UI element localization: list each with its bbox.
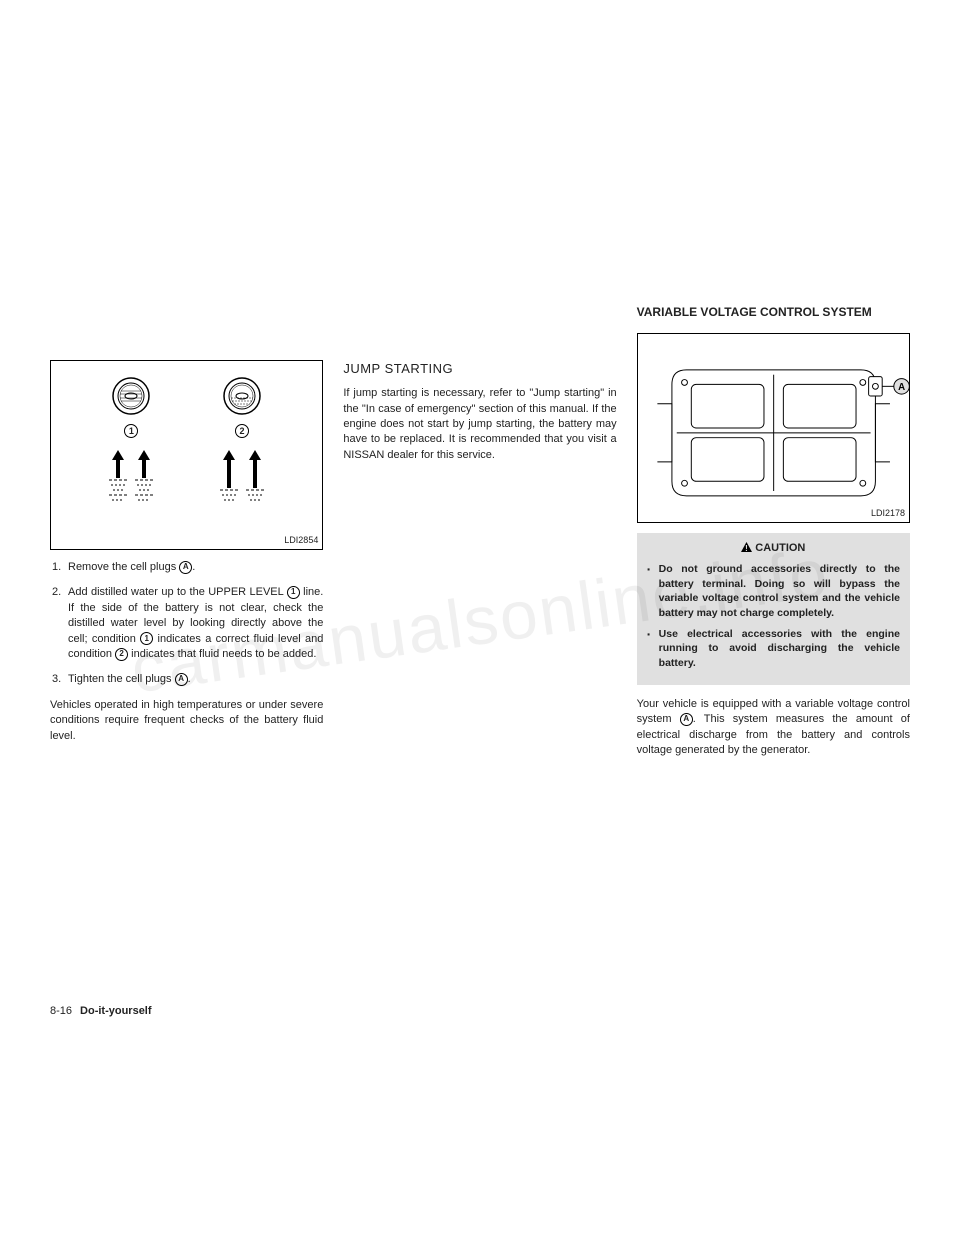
step-text: .: [192, 561, 195, 573]
badge-a: A: [179, 561, 192, 574]
engine-diagram-icon: A: [638, 334, 909, 522]
figure-battery-cells: 1 2: [50, 360, 323, 550]
section-header: VARIABLE VOLTAGE CONTROL SYSTEM: [637, 305, 910, 321]
badge-2: 2: [115, 648, 128, 661]
column-3: VARIABLE VOLTAGE CONTROL SYSTEM: [637, 305, 910, 768]
figure-badge-a: A: [898, 382, 905, 393]
figure-label: LDI2178: [871, 507, 905, 520]
steps-list: Remove the cell plugs A. Add distilled w…: [50, 560, 323, 688]
column-1: 1 2: [50, 360, 323, 823]
step-3: Tighten the cell plugs A.: [50, 672, 323, 687]
fig-label-2: 2: [235, 424, 249, 438]
arrow-icon: [246, 450, 264, 505]
step-text: Remove the cell plugs: [68, 561, 179, 573]
figure-label: LDI2854: [284, 534, 318, 547]
step-2: Add distilled water up to the UPPER LEVE…: [50, 585, 323, 662]
badge-a: A: [680, 713, 693, 726]
arrow-icon: [109, 450, 127, 505]
caution-box: ! CAUTION Do not ground accessories dire…: [637, 533, 910, 685]
battery-cap-full-icon: [111, 376, 151, 416]
caution-title: ! CAUTION: [647, 541, 900, 556]
badge-1: 1: [287, 586, 300, 599]
battery-cap-low-icon: [222, 376, 262, 416]
page-number: 8-16: [50, 1005, 72, 1017]
figure-engine: A LDI2178: [637, 333, 910, 523]
subheading-jump-starting: JUMP STARTING: [343, 360, 616, 378]
badge-a: A: [175, 673, 188, 686]
caution-title-text: CAUTION: [755, 542, 805, 554]
arrow-icon: [135, 450, 153, 505]
paragraph: Your vehicle is equipped with a variable…: [637, 697, 910, 759]
caution-bullets: Do not ground accessories directly to th…: [647, 562, 900, 671]
step-text: indicates that fluid needs to be added.: [128, 648, 316, 660]
step-1: Remove the cell plugs A.: [50, 560, 323, 575]
column-2: JUMP STARTING If jump starting is necess…: [343, 360, 616, 823]
section-name: Do-it-yourself: [80, 1005, 152, 1017]
warning-icon: !: [741, 542, 752, 553]
bullet-1: Do not ground accessories directly to th…: [647, 562, 900, 621]
svg-text:!: !: [745, 544, 748, 553]
bullet-2: Use electrical accessories with the engi…: [647, 627, 900, 671]
page-footer: 8-16 Do-it-yourself: [50, 1005, 152, 1017]
step-text: .: [188, 673, 191, 685]
arrow-icon: [220, 450, 238, 505]
fig-label-1: 1: [124, 424, 138, 438]
badge-1: 1: [140, 632, 153, 645]
step-text: Tighten the cell plugs: [68, 673, 175, 685]
paragraph: If jump starting is necessary, refer to …: [343, 386, 616, 463]
page-content: 1 2: [0, 0, 960, 863]
step-text: Add distilled water up to the UPPER LEVE…: [68, 586, 287, 598]
paragraph: Vehicles operated in high temperatures o…: [50, 698, 323, 744]
